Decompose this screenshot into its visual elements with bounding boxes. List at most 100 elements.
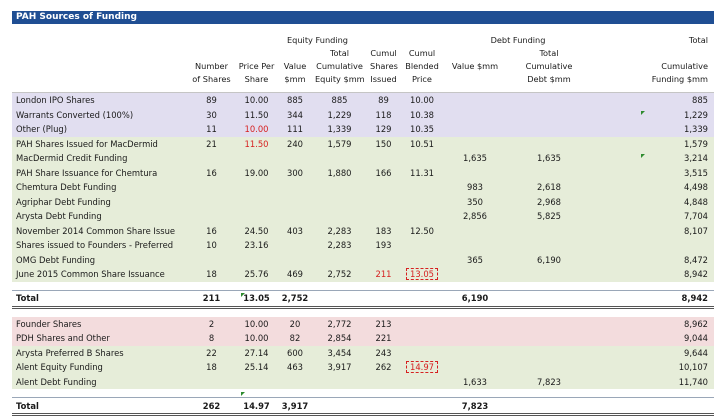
total-funding-cell-value: 1,229 xyxy=(684,109,709,120)
comment-indicator-icon xyxy=(641,154,645,158)
total-funding-cell: 885 xyxy=(592,92,715,108)
header-cell: Price xyxy=(412,74,432,84)
shares-cell-value: 16 xyxy=(206,225,217,236)
empty-cell xyxy=(312,289,367,309)
cum-equity-cell: 1,880 xyxy=(312,165,367,180)
value-cell: 111 xyxy=(278,122,312,137)
row-label: Other (Plug) xyxy=(12,122,188,137)
cum-debt-cell-value: 5,825 xyxy=(537,211,561,222)
total-funding-cell: 8,942 xyxy=(592,267,715,282)
funding-table: Equity Funding Debt Funding Total Total … xyxy=(12,32,715,416)
cum-debt-cell: 6,190 xyxy=(506,252,593,267)
cum-equity-cell: 3,917 xyxy=(312,360,367,375)
header-cell: Equity $mm xyxy=(315,74,365,84)
cum-equity-cell: 2,283 xyxy=(312,223,367,238)
table-row: PDH Shares and Other 8 10.00 82 2,854 221 9,04… xyxy=(12,331,715,346)
table-row: Arysta Preferred B Shares 22 27.14 600 3,454… xyxy=(12,345,715,360)
shares-cell: 18 xyxy=(188,360,235,375)
total-funding-cell: 1,229 xyxy=(592,107,715,122)
total-funding-cell: 3,515 xyxy=(592,165,715,180)
total-funding-cell-value: 4,848 xyxy=(684,196,709,207)
blended-price-cell-value: 10.38 xyxy=(410,109,434,120)
blended-price-cell xyxy=(400,151,444,166)
total-funding-cell: 9,644 xyxy=(592,345,715,360)
price-cell xyxy=(235,180,278,195)
empty-cell xyxy=(506,397,593,416)
row-label: PAH Share Issuance for Chemtura xyxy=(12,165,188,180)
row-label: Shares issued to Founders - Preferred xyxy=(12,238,188,253)
cum-equity-cell-value: 3,917 xyxy=(327,362,352,373)
debt-value-cell xyxy=(444,360,506,375)
price-cell: 24.50 xyxy=(235,223,278,238)
header-cell: Value xyxy=(283,61,307,71)
debt-value-cell-value: 365 xyxy=(467,254,483,265)
price-cell-value: 10.00 xyxy=(244,124,269,135)
total-funding-cell-value: 885 xyxy=(692,95,709,106)
cum-equity-cell-value: 2,283 xyxy=(327,240,352,251)
price-cell-value: 25.14 xyxy=(244,362,269,373)
debt-value-cell xyxy=(444,267,506,282)
comment-indicator-icon xyxy=(241,293,245,297)
header-cell: Debt $mm xyxy=(527,74,571,84)
row-label: June 2015 Common Share Issuance xyxy=(12,267,188,282)
cum-debt-cell xyxy=(506,238,593,253)
cum-equity-cell: 3,454 xyxy=(312,345,367,360)
cum-debt-cell xyxy=(506,165,593,180)
header-cell: Blended xyxy=(405,61,439,71)
spreadsheet: PAH Sources of Funding Equity Funding De… xyxy=(4,4,716,416)
value-cell: 463 xyxy=(278,360,312,375)
header-cell: of Shares xyxy=(192,74,231,84)
cum-equity-cell xyxy=(312,180,367,195)
blended-price-cell xyxy=(400,345,444,360)
header-cell: Cumul xyxy=(408,48,436,58)
shares-cell: 2 xyxy=(188,316,235,331)
table-row: Alent Equity Funding 18 25.14 463 3,917 262 14… xyxy=(12,360,715,375)
blended-price-cell-value: 10.51 xyxy=(410,138,434,149)
cum-shares-cell: 150 xyxy=(367,136,400,151)
debt-value-cell xyxy=(444,122,506,137)
total-funding-cell: 1,579 xyxy=(592,136,715,151)
value-cell: 82 xyxy=(278,331,312,346)
shares-cell: 11 xyxy=(188,122,235,137)
debt-value-cell xyxy=(444,331,506,346)
cum-debt-cell xyxy=(506,331,593,346)
shares-cell: 30 xyxy=(188,107,235,122)
price-cell-value: 11.50 xyxy=(244,138,269,149)
cum-equity-cell xyxy=(312,252,367,267)
debt-value-cell-value: 1,633 xyxy=(463,376,487,387)
debt-value-cell xyxy=(444,238,506,253)
blended-price-cell: 10.35 xyxy=(400,122,444,137)
cum-debt-cell xyxy=(506,360,593,375)
total-funding-cell-value: 7,704 xyxy=(684,211,709,222)
cum-shares-cell: 129 xyxy=(367,122,400,137)
table-row: PAH Share Issuance for Chemtura 16 19.00 30… xyxy=(12,165,715,180)
value-cell-value: 463 xyxy=(287,362,303,373)
price-cell: 11.50 xyxy=(235,107,278,122)
value-cell: 300 xyxy=(278,165,312,180)
table-row: Shares issued to Founders - Preferred 10 2… xyxy=(12,238,715,253)
cum-shares-cell-value: 213 xyxy=(375,318,392,329)
table-row: Founder Shares 2 10.00 20 2,772 213 8,962 xyxy=(12,316,715,331)
cum-equity-cell: 2,772 xyxy=(312,316,367,331)
total-funding xyxy=(592,397,715,416)
cum-shares-cell-value: 118 xyxy=(375,109,392,120)
price-cell: 10.00 xyxy=(235,331,278,346)
cum-shares-cell: 213 xyxy=(367,316,400,331)
table-row: November 2014 Common Share Issue 16 24.50 4… xyxy=(12,223,715,238)
cum-shares-cell-value: 211 xyxy=(375,269,392,280)
cum-debt-cell xyxy=(506,223,593,238)
table-row: Arysta Debt Funding 2,856 5,825 7,704 xyxy=(12,209,715,224)
total-shares: 262 xyxy=(188,397,235,416)
shares-cell-value: 18 xyxy=(206,269,217,280)
shares-cell: 21 xyxy=(188,136,235,151)
value-cell xyxy=(278,252,312,267)
value-cell xyxy=(278,374,312,389)
cum-debt-cell-value: 6,190 xyxy=(537,254,561,265)
total-label: Total xyxy=(12,397,188,416)
price-cell-value: 10.00 xyxy=(244,318,269,329)
cum-shares-cell xyxy=(367,209,400,224)
row-label: Arysta Preferred B Shares xyxy=(12,345,188,360)
shares-cell xyxy=(188,374,235,389)
cum-shares-cell: 193 xyxy=(367,238,400,253)
value-cell-value: 111 xyxy=(287,124,303,135)
